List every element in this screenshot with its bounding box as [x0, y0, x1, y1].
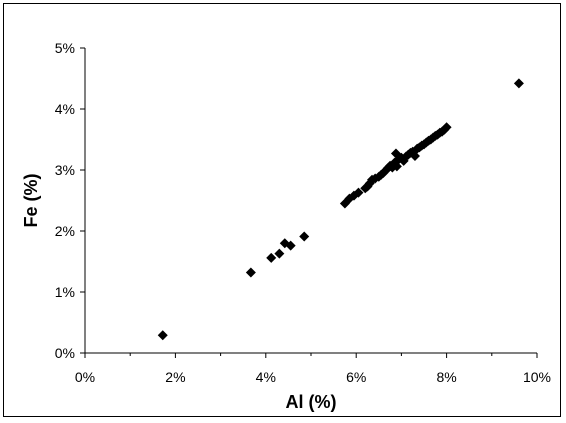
- x-tick-label: 10%: [523, 369, 551, 385]
- x-axis-title: Al (%): [286, 392, 337, 412]
- data-point: [299, 231, 310, 242]
- y-tick-label: 4%: [55, 101, 75, 117]
- y-tick-label: 3%: [55, 162, 75, 178]
- chart-frame: [3, 3, 561, 417]
- y-ticks: 0% 1% 2% 3% 4% 5%: [55, 40, 85, 361]
- x-ticks: 0% 2% 4% 6% 8% 10%: [75, 353, 551, 385]
- data-point: [285, 240, 296, 251]
- x-tick-label: 0%: [75, 369, 95, 385]
- data-point: [513, 78, 524, 89]
- x-tick-label: 8%: [436, 369, 456, 385]
- data-point: [274, 248, 285, 259]
- x-tick-label: 6%: [346, 369, 366, 385]
- data-point: [157, 330, 168, 341]
- data-point: [353, 187, 364, 198]
- x-tick-label: 2%: [165, 369, 185, 385]
- y-tick-label: 5%: [55, 40, 75, 56]
- x-tick-label: 4%: [256, 369, 276, 385]
- data-point: [245, 267, 256, 278]
- data-point: [391, 161, 402, 172]
- y-tick-label: 0%: [55, 345, 75, 361]
- data-point: [441, 122, 452, 133]
- data-point: [266, 252, 277, 263]
- data-points: [157, 78, 524, 341]
- axes: [84, 48, 537, 354]
- y-axis-title: Fe (%): [21, 173, 41, 227]
- y-tick-label: 1%: [55, 284, 75, 300]
- data-point: [409, 150, 420, 161]
- y-tick-label: 2%: [55, 223, 75, 239]
